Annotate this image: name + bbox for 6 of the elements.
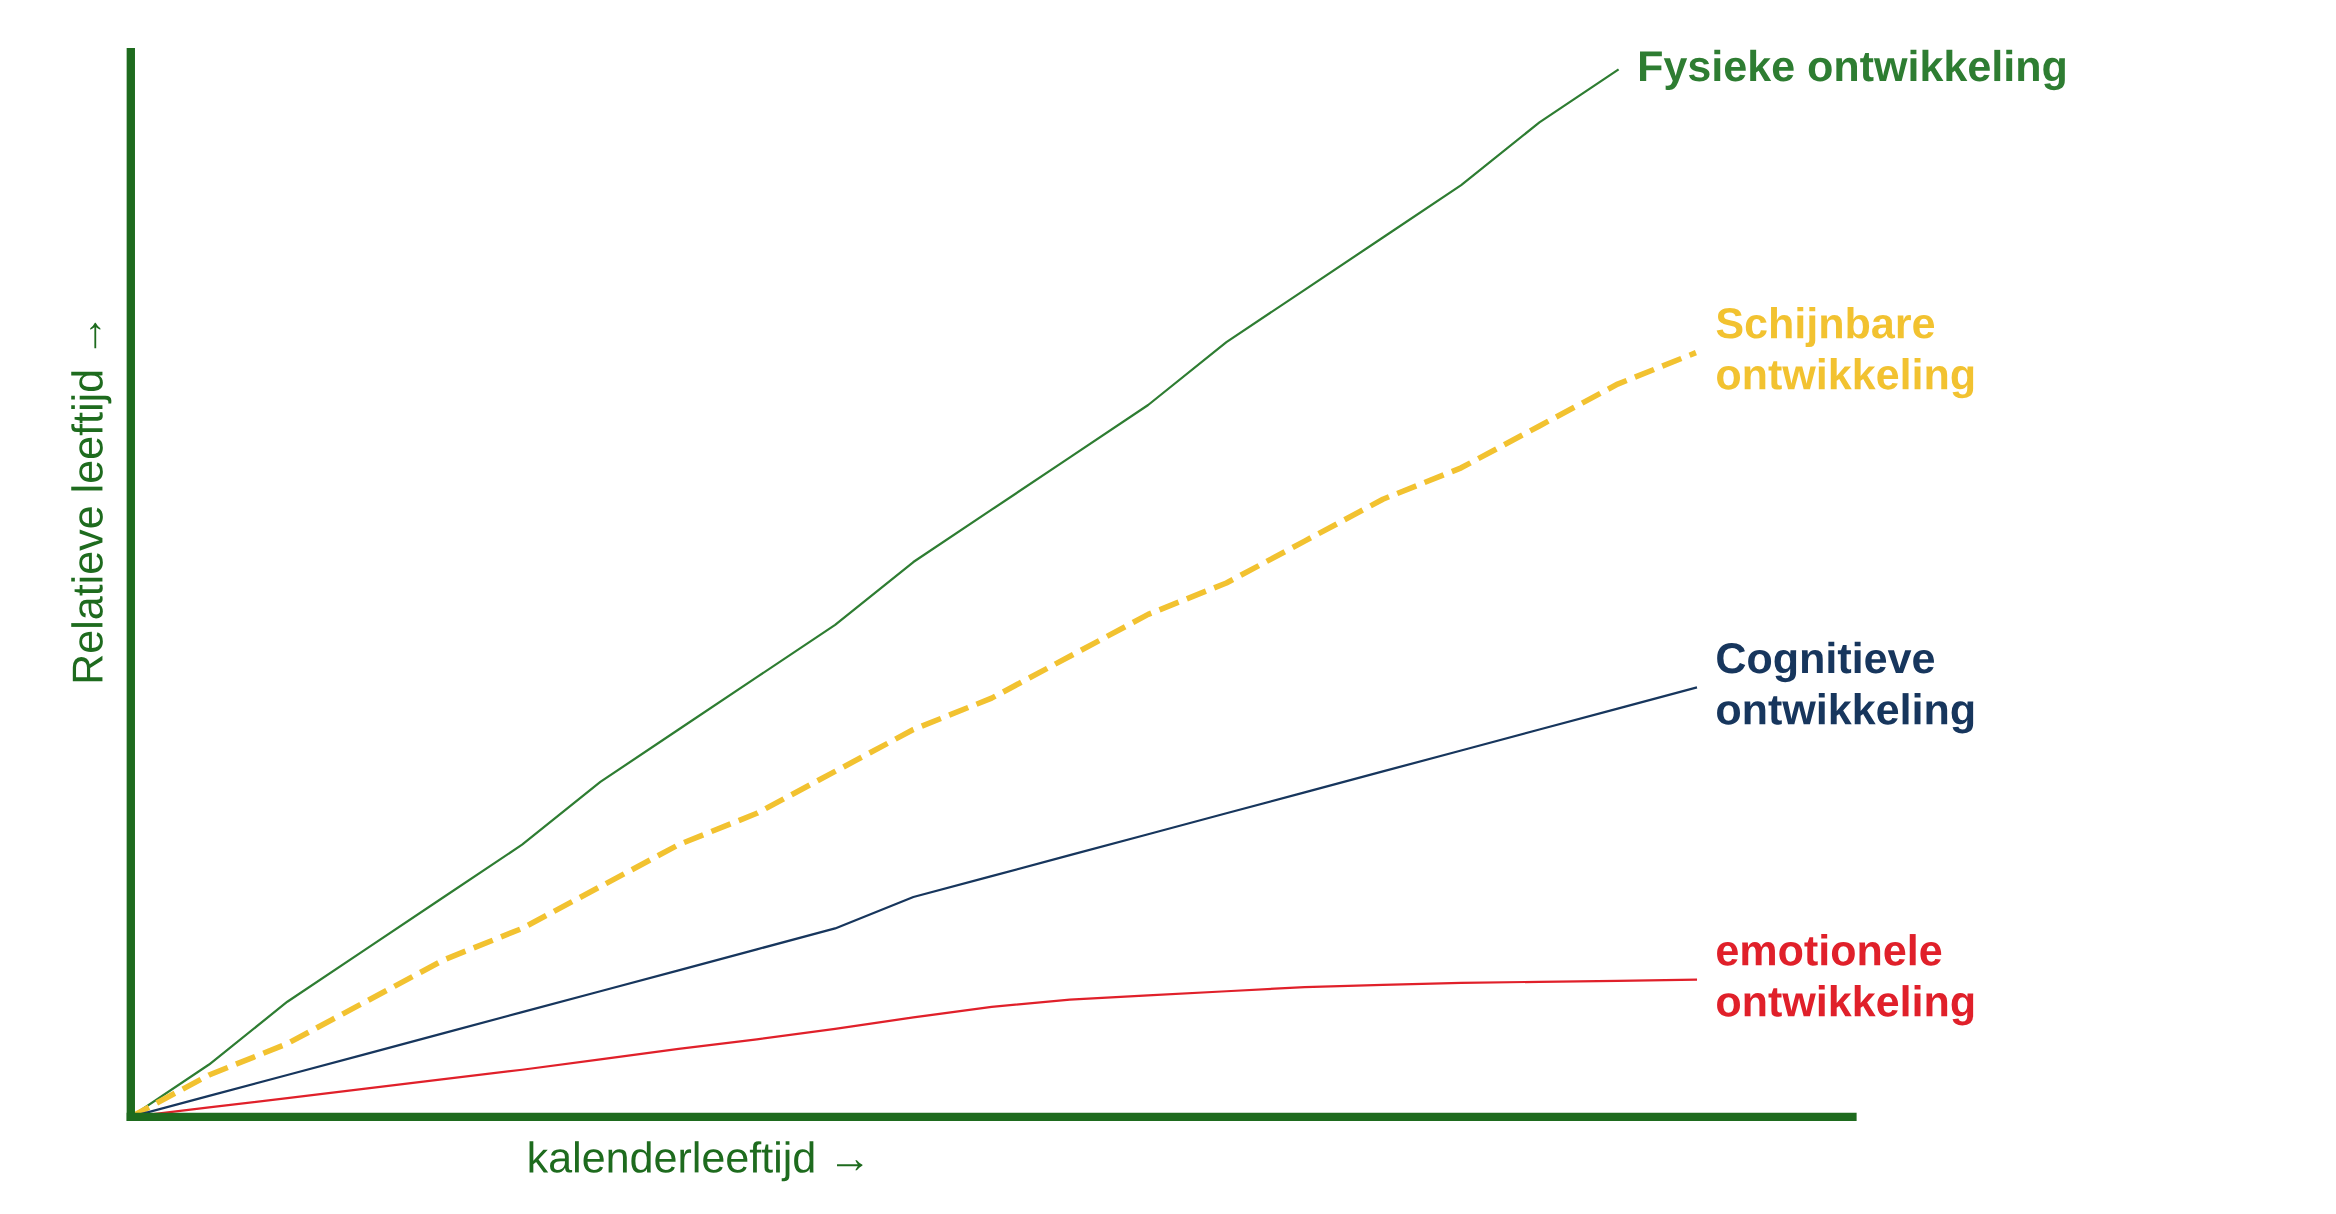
- series-label: Cognitieve ontwikkeling: [1717, 641, 1974, 734]
- series-label: Fysieke ontwikkeling: [1640, 49, 2065, 91]
- series-label: Schijnbare ontwikkeling: [1716, 306, 1974, 399]
- x-axis-title: kalenderleeftijd →: [529, 1141, 863, 1182]
- series-label: emotionele ontwikkeling: [1717, 934, 1974, 1026]
- y-axis-title: Relatieve leeftijd →: [71, 322, 112, 682]
